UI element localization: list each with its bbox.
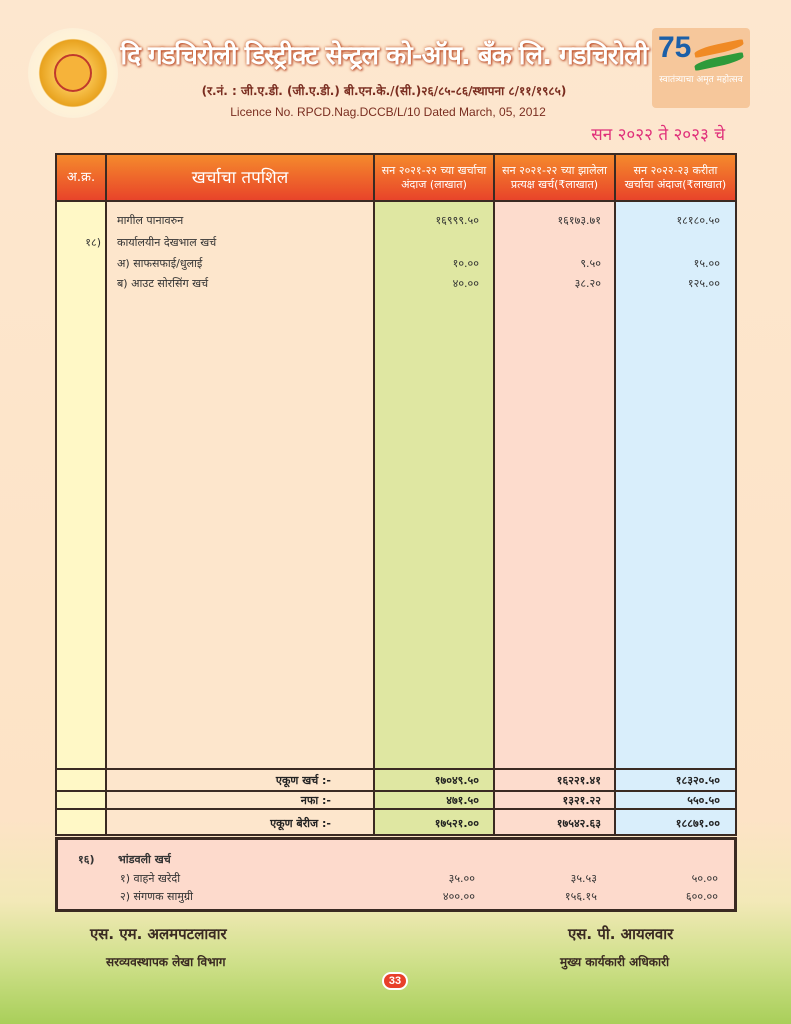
total-c1: १७०४९.५० xyxy=(434,774,479,787)
row-desc: कार्यालयीन देखभाल खर्च xyxy=(117,236,217,249)
registration-number: (र.नं. : जी.ए.डी. (जी.ए.डी.) बी.एन.के./(… xyxy=(201,84,567,98)
header-description: खर्चाचा तपशिल xyxy=(107,155,375,200)
row-desc: २) संगणक सामुग्री xyxy=(120,890,193,903)
row-c3: १८१८०.५० xyxy=(676,214,720,227)
row-c2: ९.५० xyxy=(580,257,601,270)
signatory-name-2: एस. पी. आयलवार xyxy=(568,925,674,943)
total-label: नफा :- xyxy=(300,794,331,807)
total-c1: १७५२१.०० xyxy=(434,817,479,830)
header-budget-2022-23: सन २०२२-२३ करीता खर्चाचा अंदाज(₹लाखात) xyxy=(624,163,727,191)
row-desc: मागील पानावरुन xyxy=(117,214,184,227)
row-c2: ३८.२० xyxy=(574,277,601,290)
row-desc: ब) आउट सोरसिंग खर्च xyxy=(117,277,209,290)
row-no: १८) xyxy=(85,236,101,249)
licence-number: Licence No. RPCD.Nag.DCCB/L/10 Dated Mar… xyxy=(230,105,546,119)
emblem-number: 75 xyxy=(658,31,692,64)
year-label: सन २०२२ ते २०२३ चे xyxy=(591,125,725,145)
row-c3: १५.०० xyxy=(693,257,720,270)
row-c2: १६१७३.७१ xyxy=(557,214,601,227)
total-c2: १३२१.२२ xyxy=(562,794,602,807)
total-c1: ४७१.५० xyxy=(446,794,479,807)
row-c1: ४०.०० xyxy=(452,277,479,290)
total-c2: १६२२१.४१ xyxy=(556,774,601,787)
total-expense-row: एकूण खर्च :- १७०४९.५० १६२२१.४१ १८३२०.५० xyxy=(57,768,735,790)
signatory-role-1: सरव्यवस्थापक लेखा विभाग xyxy=(106,955,226,969)
header-actual-2021-22: सन २०२१-२२ च्या झालेला प्रत्यक्ष खर्च(₹ल… xyxy=(495,155,616,200)
azadi-amrit-mahotsav-emblem: 75 स्वातंत्र्याचा अमृत महोत्सव xyxy=(652,28,750,108)
total-label: एकूण बेरीज :- xyxy=(270,817,331,830)
bank-logo xyxy=(28,28,118,118)
capital-expense-section: १६) भांडवली खर्च १) वाहने खरेदी ३५.०० ३५… xyxy=(55,837,737,912)
table-header: अ.क्र. खर्चाचा तपशिल सन २०२१-२२ च्या खर्… xyxy=(57,155,735,202)
capital-no: १६) xyxy=(78,853,95,866)
row-c3: १२५.०० xyxy=(687,277,720,290)
expense-table: अ.क्र. खर्चाचा तपशिल सन २०२१-२२ च्या खर्… xyxy=(55,153,737,836)
header-serial: अ.क्र. xyxy=(57,155,107,200)
signatory-name-1: एस. एम. अलमपटलावार xyxy=(90,925,227,943)
total-c2: १७५४२.६३ xyxy=(556,817,601,830)
row-c1: १६९९९.५० xyxy=(435,214,479,227)
total-c3: १८३२०.५० xyxy=(675,774,720,787)
total-label: एकूण खर्च :- xyxy=(275,774,331,787)
bank-title: दि गडचिरोली डिस्ट्रीक्ट सेन्ट्रल को-ऑप. … xyxy=(120,41,648,71)
emblem-text: स्वातंत्र्याचा अमृत महोत्सव xyxy=(659,75,743,85)
row-desc: १) वाहने खरेदी xyxy=(120,872,181,885)
signatory-role-2: मुख्य कार्यकारी अधिकारी xyxy=(560,955,670,969)
row-c3: ६००.०० xyxy=(685,890,718,903)
bank-title-container: दि गडचिरोली डिस्ट्रीक्ट सेन्ट्रल को-ऑप. … xyxy=(118,36,650,76)
total-c3: ५५०.५० xyxy=(687,794,720,807)
row-c2: १५६.१५ xyxy=(564,890,597,903)
row-c1: ४००.०० xyxy=(442,890,475,903)
row-desc: अ) साफसफाई/धुलाई xyxy=(117,257,203,270)
total-c3: १८८७१.०० xyxy=(675,817,720,830)
row-c2: ३५.५३ xyxy=(570,872,597,885)
header-budget-2021-22: सन २०२१-२२ च्या खर्चाचा अंदाज (लाखात) xyxy=(375,155,495,200)
profit-row: नफा :- ४७१.५० १३२१.२२ ५५०.५० xyxy=(57,790,735,808)
row-c3: ५०.०० xyxy=(691,872,718,885)
capital-title: भांडवली खर्च xyxy=(118,853,171,866)
grand-total-row: एकूण बेरीज :- १७५२१.०० १७५४२.६३ १८८७१.०० xyxy=(57,808,735,836)
row-c1: ३५.०० xyxy=(448,872,475,885)
row-c1: १०.०० xyxy=(452,257,479,270)
page-number: 33 xyxy=(382,972,408,990)
